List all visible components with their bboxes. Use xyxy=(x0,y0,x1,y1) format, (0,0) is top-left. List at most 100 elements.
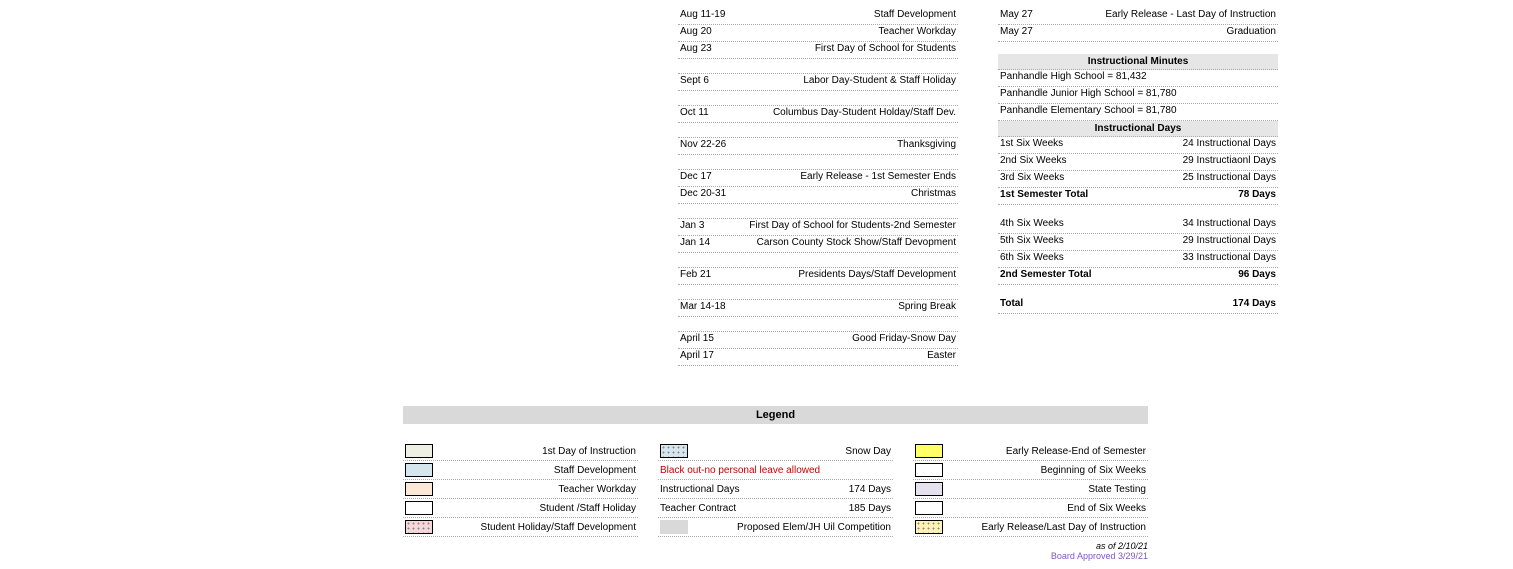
event-date: Jan 14 xyxy=(680,237,710,248)
legend-row: Snow Day xyxy=(658,442,893,461)
event-desc: First Day of School for Students xyxy=(712,43,956,54)
events-column: Aug 11-19Staff Development Aug 20Teacher … xyxy=(678,8,958,366)
event-desc: Presidents Days/Staff Development xyxy=(711,269,956,280)
legend-swatch xyxy=(660,520,688,534)
event-row: Dec 20-31Christmas xyxy=(678,187,958,204)
legend-swatch xyxy=(405,482,433,496)
event-desc: Early Release - 1st Semester Ends xyxy=(712,171,956,182)
legend-label: Early Release-End of Semester xyxy=(951,446,1146,457)
legend-row: State Testing xyxy=(913,480,1148,499)
data-row: 2nd Semester Total96 Days xyxy=(998,268,1278,285)
right-column: May 27Early Release - Last Day of Instru… xyxy=(998,8,1278,366)
legend-row: Black out-no personal leave allowed xyxy=(658,461,893,480)
legend-row: Student /Staff Holiday xyxy=(403,499,638,518)
event-desc: Spring Break xyxy=(726,301,956,312)
event-desc: First Day of School for Students-2nd Sem… xyxy=(704,220,956,231)
event-desc: Good Friday-Snow Day xyxy=(714,333,956,344)
footnote-approved: Board Approved 3/29/21 xyxy=(403,551,1148,561)
legend-row: Teacher Workday xyxy=(403,480,638,499)
event-desc: Labor Day-Student & Staff Holiday xyxy=(709,75,956,86)
event-date: Mar 14-18 xyxy=(680,301,726,312)
legend-swatch xyxy=(915,520,943,534)
event-row: Mar 14-18Spring Break xyxy=(678,300,958,317)
legend: Legend 1st Day of Instruction Staff Devel… xyxy=(403,406,1148,561)
data-row: 2nd Six Weeks29 Instructiaonl Days xyxy=(998,154,1278,171)
legend-swatch xyxy=(405,501,433,515)
legend-swatch xyxy=(405,444,433,458)
event-desc: Columbus Day-Student Holday/Staff Dev. xyxy=(709,107,956,118)
legend-label: Snow Day xyxy=(696,446,891,457)
event-desc: Teacher Workday xyxy=(712,26,956,37)
event-row: Feb 21Presidents Days/Staff Development xyxy=(678,268,958,285)
legend-swatch xyxy=(660,444,688,458)
event-row: Aug 23First Day of School for Students xyxy=(678,42,958,59)
data-row: 4th Six Weeks34 Instructional Days xyxy=(998,217,1278,234)
data-row: Panhandle High School = 81,432 xyxy=(998,70,1278,87)
data-row: 1st Six Weeks24 Instructional Days xyxy=(998,137,1278,154)
legend-swatch xyxy=(915,444,943,458)
event-date: Aug 23 xyxy=(680,43,712,54)
event-date: April 15 xyxy=(680,333,714,344)
event-desc: Staff Development xyxy=(725,9,956,20)
event-row: Sept 6Labor Day-Student & Staff Holiday xyxy=(678,74,958,91)
legend-row: Student Holiday/Staff Development xyxy=(403,518,638,537)
legend-swatch xyxy=(915,501,943,515)
legend-row: Early Release-End of Semester xyxy=(913,442,1148,461)
legend-row: Staff Development xyxy=(403,461,638,480)
event-date: Feb 21 xyxy=(680,269,711,280)
event-desc: Carson County Stock Show/Staff Devopment xyxy=(710,237,956,248)
legend-row: End of Six Weeks xyxy=(913,499,1148,518)
event-row: Oct 11Columbus Day-Student Holday/Staff … xyxy=(678,106,958,123)
data-row: Total174 Days xyxy=(998,297,1278,314)
legend-swatch xyxy=(915,463,943,477)
event-date: Nov 22-26 xyxy=(680,139,726,150)
legend-swatch xyxy=(405,520,433,534)
section-header: Instructional Days xyxy=(998,121,1278,137)
legend-title: Legend xyxy=(403,406,1148,424)
legend-label: Early Release/Last Day of Instruction xyxy=(951,522,1146,533)
legend-row: Proposed Elem/JH Uil Competition xyxy=(658,518,893,537)
event-date: Sept 6 xyxy=(680,75,709,86)
footnote-asof: as of 2/10/21 xyxy=(403,541,1148,551)
legend-label: End of Six Weeks xyxy=(951,503,1146,514)
legend-col-3: Early Release-End of Semester Beginning o… xyxy=(913,442,1148,537)
event-row: Jan 14Carson County Stock Show/Staff Dev… xyxy=(678,236,958,253)
event-date: Dec 20-31 xyxy=(680,188,726,199)
event-row: Jan 3First Day of School for Students-2n… xyxy=(678,219,958,236)
event-date: Aug 20 xyxy=(680,26,712,37)
data-row: 3rd Six Weeks25 Instructional Days xyxy=(998,171,1278,188)
event-row: Aug 20Teacher Workday xyxy=(678,25,958,42)
legend-label: State Testing xyxy=(951,484,1146,495)
legend-row: Instructional Days174 Days xyxy=(658,480,893,499)
legend-col-1: 1st Day of Instruction Staff Development T… xyxy=(403,442,638,537)
event-row: April 15Good Friday-Snow Day xyxy=(678,332,958,349)
legend-row: Early Release/Last Day of Instruction xyxy=(913,518,1148,537)
legend-label: Staff Development xyxy=(441,465,636,476)
event-row: April 17Easter xyxy=(678,349,958,366)
data-row: 5th Six Weeks29 Instructional Days xyxy=(998,234,1278,251)
data-row: 6th Six Weeks33 Instructional Days xyxy=(998,251,1278,268)
event-date: Jan 3 xyxy=(680,220,704,231)
legend-label: 1st Day of Instruction xyxy=(441,446,636,457)
data-row: 1st Semester Total78 Days xyxy=(998,188,1278,205)
legend-row: Teacher Contract185 Days xyxy=(658,499,893,518)
legend-col-2: Snow Day Black out-no personal leave allo… xyxy=(658,442,893,537)
event-date: Oct 11 xyxy=(680,107,709,118)
event-desc: Christmas xyxy=(726,188,956,199)
event-date: Dec 17 xyxy=(680,171,712,182)
legend-row: Beginning of Six Weeks xyxy=(913,461,1148,480)
legend-row: 1st Day of Instruction xyxy=(403,442,638,461)
event-date: April 17 xyxy=(680,350,714,361)
legend-label: Student /Staff Holiday xyxy=(441,503,636,514)
section-header: Instructional Minutes xyxy=(998,54,1278,70)
event-desc: Thanksgiving xyxy=(726,139,956,150)
legend-label: Student Holiday/Staff Development xyxy=(441,522,636,533)
legend-label: Proposed Elem/JH Uil Competition xyxy=(696,522,891,533)
event-row: Dec 17Early Release - 1st Semester Ends xyxy=(678,170,958,187)
data-row: May 27Graduation xyxy=(998,25,1278,42)
legend-label: Beginning of Six Weeks xyxy=(951,465,1146,476)
event-date: Aug 11-19 xyxy=(680,9,725,20)
event-desc: Easter xyxy=(714,350,956,361)
legend-label: Teacher Workday xyxy=(441,484,636,495)
data-row: Panhandle Elementary School = 81,780 xyxy=(998,104,1278,121)
